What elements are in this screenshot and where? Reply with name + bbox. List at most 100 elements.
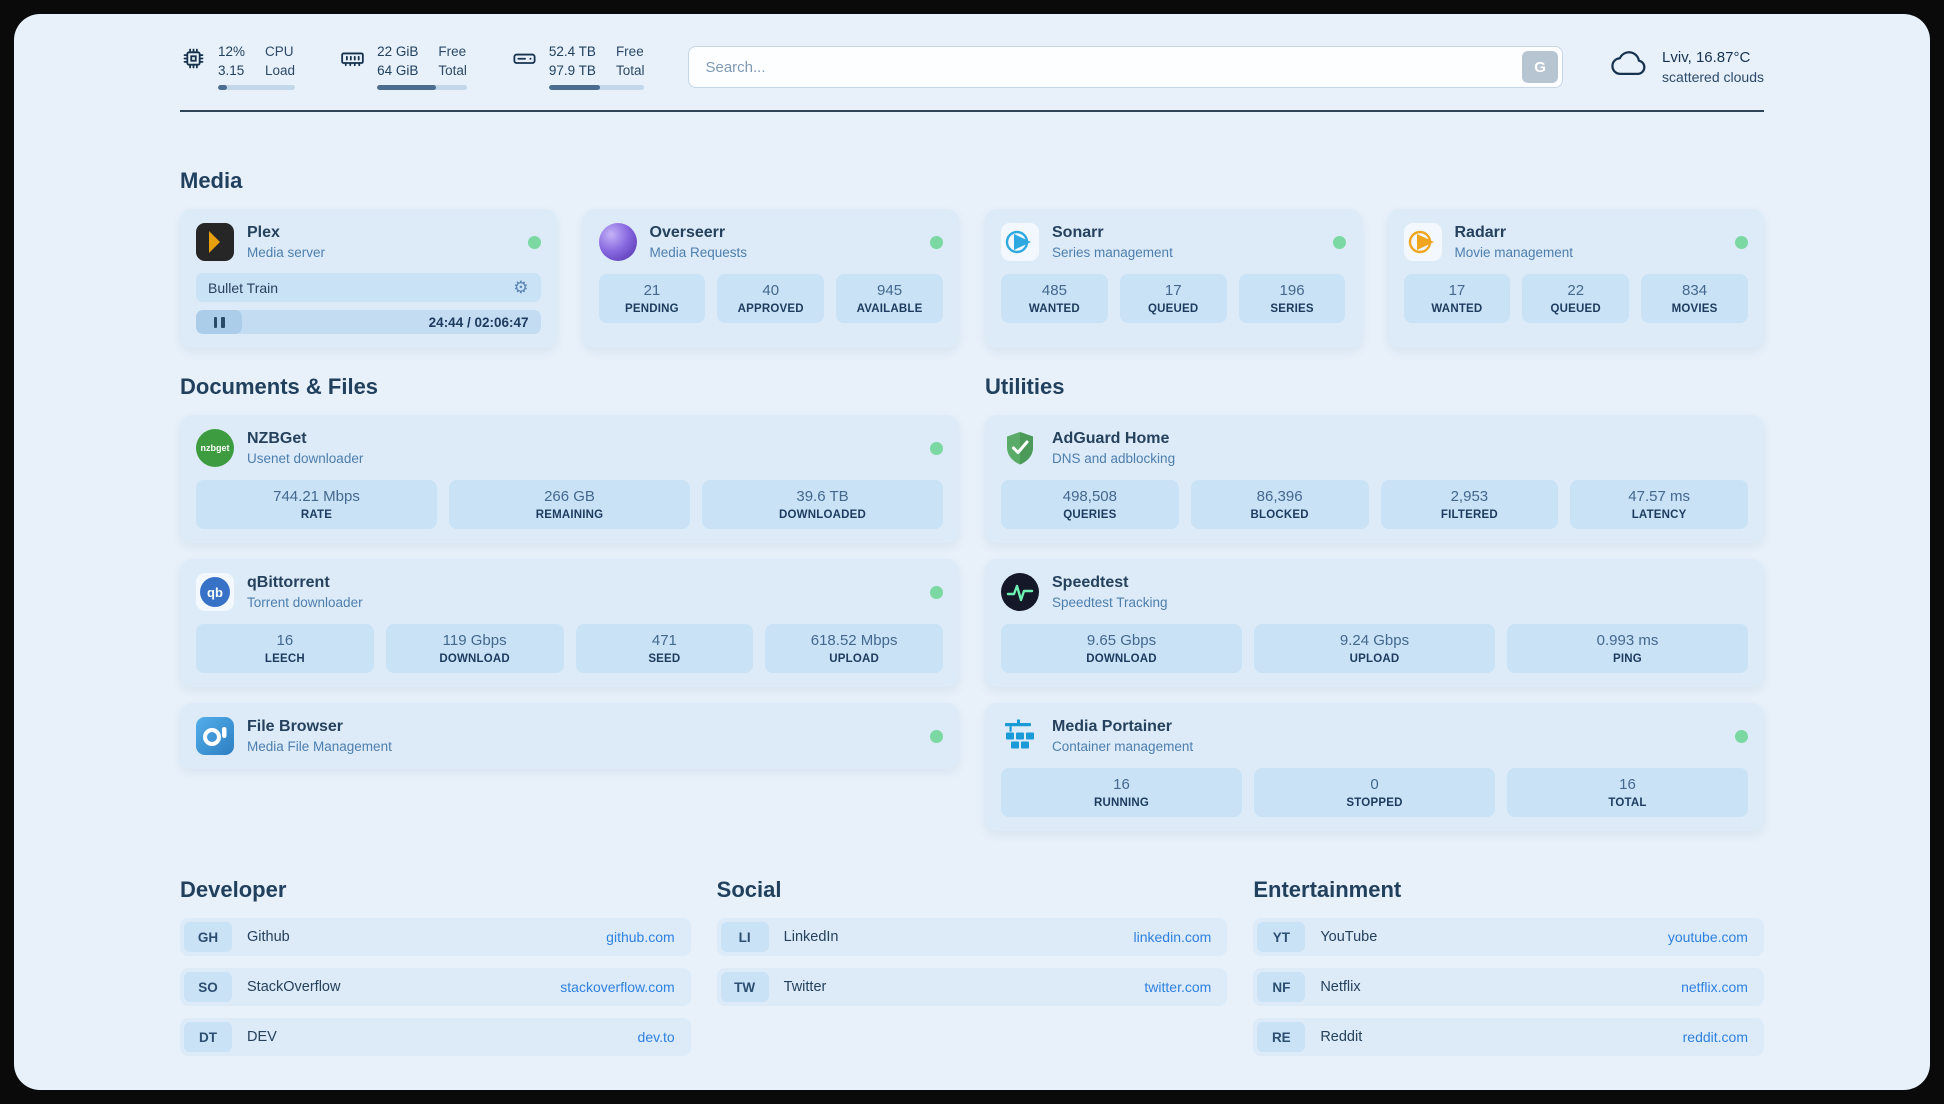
app-subtitle: Media Requests (649, 245, 748, 260)
bookmark-url[interactable]: github.com (606, 929, 675, 945)
app-subtitle: Container management (1052, 739, 1194, 754)
bookmark-youtube[interactable]: YT YouTube youtube.com (1253, 918, 1764, 956)
stat-filtered: 2,953 FILTERED (1380, 480, 1559, 529)
bookmark-linkedin[interactable]: LI LinkedIn linkedin.com (716, 918, 1228, 956)
bookmark-url[interactable]: netflix.com (1681, 979, 1748, 995)
app-card-portainer[interactable]: Media Portainer Container management 16 … (985, 703, 1764, 831)
app-subtitle: Torrent downloader (247, 595, 363, 610)
search-input[interactable] (688, 46, 1564, 88)
stats-row: 17 WANTED 22 QUEUED 834 MOVIES (1403, 274, 1749, 323)
stat-available: 945 AVAILABLE (836, 274, 943, 323)
bookmark-abbr-badge: TW (720, 972, 769, 1002)
bookmark-netflix[interactable]: NF Netflix netflix.com (1253, 968, 1764, 1006)
nzbget-icon: nzbget (196, 429, 234, 467)
bookmark-abbr-badge: YT (1257, 922, 1306, 952)
app-subtitle: Media File Management (247, 739, 392, 754)
app-subtitle: Movie management (1454, 245, 1574, 260)
filebrowser-icon (196, 717, 234, 755)
status-dot (930, 235, 943, 249)
stat-rate: 744.21 Mbps RATE (196, 480, 437, 529)
app-card-nzbget[interactable]: nzbget NZBGet Usenet downloader 744.21 M… (180, 415, 959, 543)
app-card-qbittorrent[interactable]: qb qBittorrent Torrent downloader 16 (180, 559, 959, 687)
overseerr-icon (598, 223, 637, 261)
stat-wanted: 17 WANTED (1403, 274, 1511, 323)
nzbget-icon-text: nzbget (200, 443, 230, 453)
app-card-radarr[interactable]: Radarr Movie management 17 WANTED 22 QUE… (1387, 209, 1764, 348)
pause-icon (213, 316, 217, 328)
bookmark-name: DEV (247, 1029, 277, 1045)
stat-pending: 21 PENDING (598, 274, 706, 323)
bookmark-twitter[interactable]: TW Twitter twitter.com (716, 968, 1228, 1006)
card-header: nzbget NZBGet Usenet downloader (196, 429, 943, 467)
bookmark-url[interactable]: linkedin.com (1133, 929, 1212, 945)
app-card-speedtest[interactable]: Speedtest Speedtest Tracking 9.65 Gbps D… (985, 559, 1764, 687)
bookmark-stackoverflow[interactable]: SO StackOverflow stackoverflow.com (180, 968, 691, 1006)
status-dot (1735, 235, 1748, 249)
ram-usage-bar (377, 85, 467, 90)
app-card-sonarr[interactable]: Sonarr Series management 485 WANTED 17 Q… (985, 209, 1362, 348)
stat-download: 119 Gbps DOWNLOAD (385, 624, 564, 673)
dashboard-panel: 12% 3.15 CPU Load (14, 14, 1930, 1090)
now-playing-title: Bullet Train (208, 279, 279, 296)
pause-button[interactable] (196, 310, 242, 334)
bookmark-url[interactable]: twitter.com (1144, 979, 1212, 995)
stat-total: 16 TOTAL (1507, 768, 1748, 817)
app-name: qBittorrent (247, 574, 330, 591)
weather-location: Lviv, 16.87°C (1662, 49, 1751, 66)
stat-queued: 17 QUEUED (1119, 274, 1227, 323)
section-entertainment: Entertainment YT YouTube youtube.com NF … (1253, 877, 1764, 1056)
status-dot (930, 441, 943, 455)
app-card-plex[interactable]: Plex Media server Bullet Train ⚙ 24:44 /… (180, 209, 557, 348)
app-card-overseerr[interactable]: Overseerr Media Requests 21 PENDING 40 A… (582, 209, 959, 348)
stats-row: 744.21 Mbps RATE 266 GB REMAINING 39.6 T… (196, 480, 943, 529)
app-card-filebrowser[interactable]: File Browser Media File Management (180, 703, 959, 769)
app-name: NZBGet (247, 430, 307, 447)
bookmark-name: Reddit (1320, 1029, 1363, 1045)
bookmark-reddit[interactable]: RE Reddit reddit.com (1253, 1018, 1764, 1056)
stat-upload: 618.52 Mbps UPLOAD (765, 624, 943, 673)
bookmark-dev[interactable]: DT DEV dev.to (180, 1018, 691, 1056)
weather-widget: Lviv, 16.87°C scattered clouds (1609, 45, 1764, 90)
card-header: Sonarr Series management (1001, 223, 1346, 261)
stat-movies: 834 MOVIES (1641, 274, 1748, 323)
card-header: AdGuard Home DNS and adblocking (1001, 429, 1748, 467)
topbar-divider (180, 110, 1764, 112)
ram-free-label: Free (438, 44, 467, 59)
app-name: Overseerr (649, 224, 726, 241)
cpu-usage-fill (218, 85, 228, 90)
status-dot (930, 729, 943, 743)
bookmark-name: Twitter (783, 979, 827, 995)
media-grid: Plex Media server Bullet Train ⚙ 24:44 /… (180, 209, 1764, 348)
stats-row: 16 LEECH 119 Gbps DOWNLOAD 471 SEED (196, 624, 943, 673)
cpu-values: 12% 3.15 (218, 44, 245, 78)
ram-labels: Free Total (438, 44, 467, 78)
bookmark-abbr-badge: GH (184, 922, 232, 952)
bookmark-abbr-badge: LI (720, 922, 769, 952)
stat-ping: 0.993 ms PING (1507, 624, 1748, 673)
cpu-icon (180, 44, 207, 72)
bookmark-abbr-badge: RE (1257, 1022, 1306, 1052)
now-playing-row: Bullet Train ⚙ (196, 273, 541, 302)
bookmark-github[interactable]: GH Github github.com (180, 918, 691, 956)
stat-download: 9.65 Gbps DOWNLOAD (1001, 624, 1242, 673)
section-utilities: Utilities (985, 374, 1764, 831)
bookmark-url[interactable]: dev.to (637, 1029, 675, 1045)
section-title-utilities: Utilities (985, 374, 1065, 399)
stat-downloaded: 39.6 TB DOWNLOADED (702, 480, 943, 529)
disk-usage-bar (548, 85, 645, 90)
bookmark-url[interactable]: stackoverflow.com (560, 979, 675, 995)
disk-values: 52.4 TB 97.9 TB (549, 44, 596, 78)
status-dot (1332, 235, 1346, 249)
playback-progressbar[interactable]: 24:44 / 02:06:47 (196, 310, 541, 334)
app-card-adguard[interactable]: AdGuard Home DNS and adblocking 498,508 … (985, 415, 1764, 543)
bookmark-name: LinkedIn (783, 929, 839, 945)
speedtest-icon (1001, 573, 1039, 611)
disk-usage-fill (548, 85, 600, 90)
search-engine-button[interactable]: G (1522, 51, 1559, 83)
settings-gear-icon[interactable]: ⚙ (513, 278, 529, 297)
section-documents: Documents & Files nzbget NZBGet Usenet d… (180, 374, 959, 769)
bookmark-url[interactable]: youtube.com (1667, 929, 1748, 945)
bookmark-name: Github (247, 929, 290, 945)
section-title-entertainment: Entertainment (1253, 877, 1402, 902)
bookmark-url[interactable]: reddit.com (1682, 1029, 1748, 1045)
